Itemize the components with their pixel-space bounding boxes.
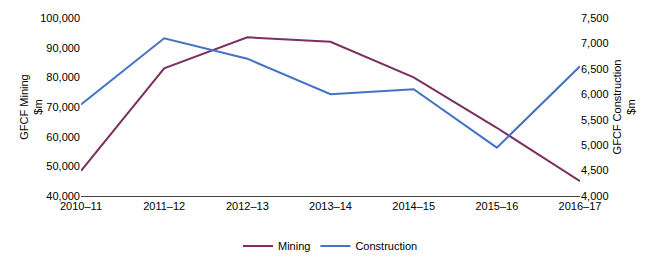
svg-text:7,500: 7,500	[581, 12, 609, 24]
svg-text:6,000: 6,000	[581, 88, 609, 100]
svg-text:Mining: Mining	[278, 240, 310, 252]
svg-text:2014–15: 2014–15	[392, 200, 435, 212]
svg-text:Construction: Construction	[355, 240, 417, 252]
svg-text:7,000: 7,000	[581, 37, 609, 49]
svg-text:2015–16: 2015–16	[475, 200, 518, 212]
svg-text:GFCF Mining$m: GFCF Mining$m	[18, 74, 44, 139]
svg-text:2010–11: 2010–11	[60, 200, 102, 212]
svg-text:4,000: 4,000	[581, 190, 609, 202]
svg-text:2012–13: 2012–13	[226, 200, 269, 212]
svg-text:2011–12: 2011–12	[143, 200, 185, 212]
svg-text:5,000: 5,000	[581, 139, 609, 151]
svg-text:2013–14: 2013–14	[309, 200, 352, 212]
svg-text:GFCF Construction$m: GFCF Construction$m	[611, 60, 637, 155]
svg-text:5,500: 5,500	[581, 114, 609, 126]
svg-text:40,000: 40,000	[46, 190, 80, 202]
svg-text:80,000: 80,000	[46, 71, 80, 83]
svg-text:2016–17: 2016–17	[559, 200, 602, 212]
svg-text:90,000: 90,000	[46, 42, 80, 54]
svg-text:60,000: 60,000	[46, 131, 80, 143]
svg-text:70,000: 70,000	[46, 101, 80, 113]
svg-text:50,000: 50,000	[46, 160, 80, 172]
svg-text:6,500: 6,500	[581, 63, 609, 75]
svg-text:100,000: 100,000	[40, 12, 80, 24]
svg-text:4,500: 4,500	[581, 164, 609, 176]
